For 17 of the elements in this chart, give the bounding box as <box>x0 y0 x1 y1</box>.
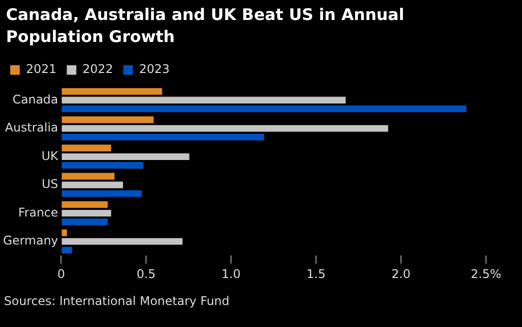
legend-label: 2021 <box>26 62 57 76</box>
y-tick-label: US <box>42 177 58 192</box>
x-tick-label: 2.0 <box>391 266 411 281</box>
x-tick-label: 1.5 <box>306 266 326 281</box>
y-tick-label: France <box>18 205 58 220</box>
source-note: Sources: International Monetary Fund <box>4 294 230 308</box>
x-tick-label: 0.5 <box>136 266 156 281</box>
chart-title: Canada, Australia and UK Beat US in Annual Population Growth <box>6 4 406 48</box>
y-tick-label: Canada <box>12 92 58 106</box>
y-tick-label: Germany <box>3 234 58 248</box>
legend-label: 2023 <box>139 62 170 76</box>
y-tick-label: Australia <box>5 120 58 135</box>
y-tick-label: UK <box>42 148 60 163</box>
x-tick-label: 0 <box>57 266 65 281</box>
x-tick-label: 2.5% <box>470 266 502 281</box>
legend-label: 2022 <box>82 62 114 76</box>
x-tick-label: 1.0 <box>222 266 241 281</box>
